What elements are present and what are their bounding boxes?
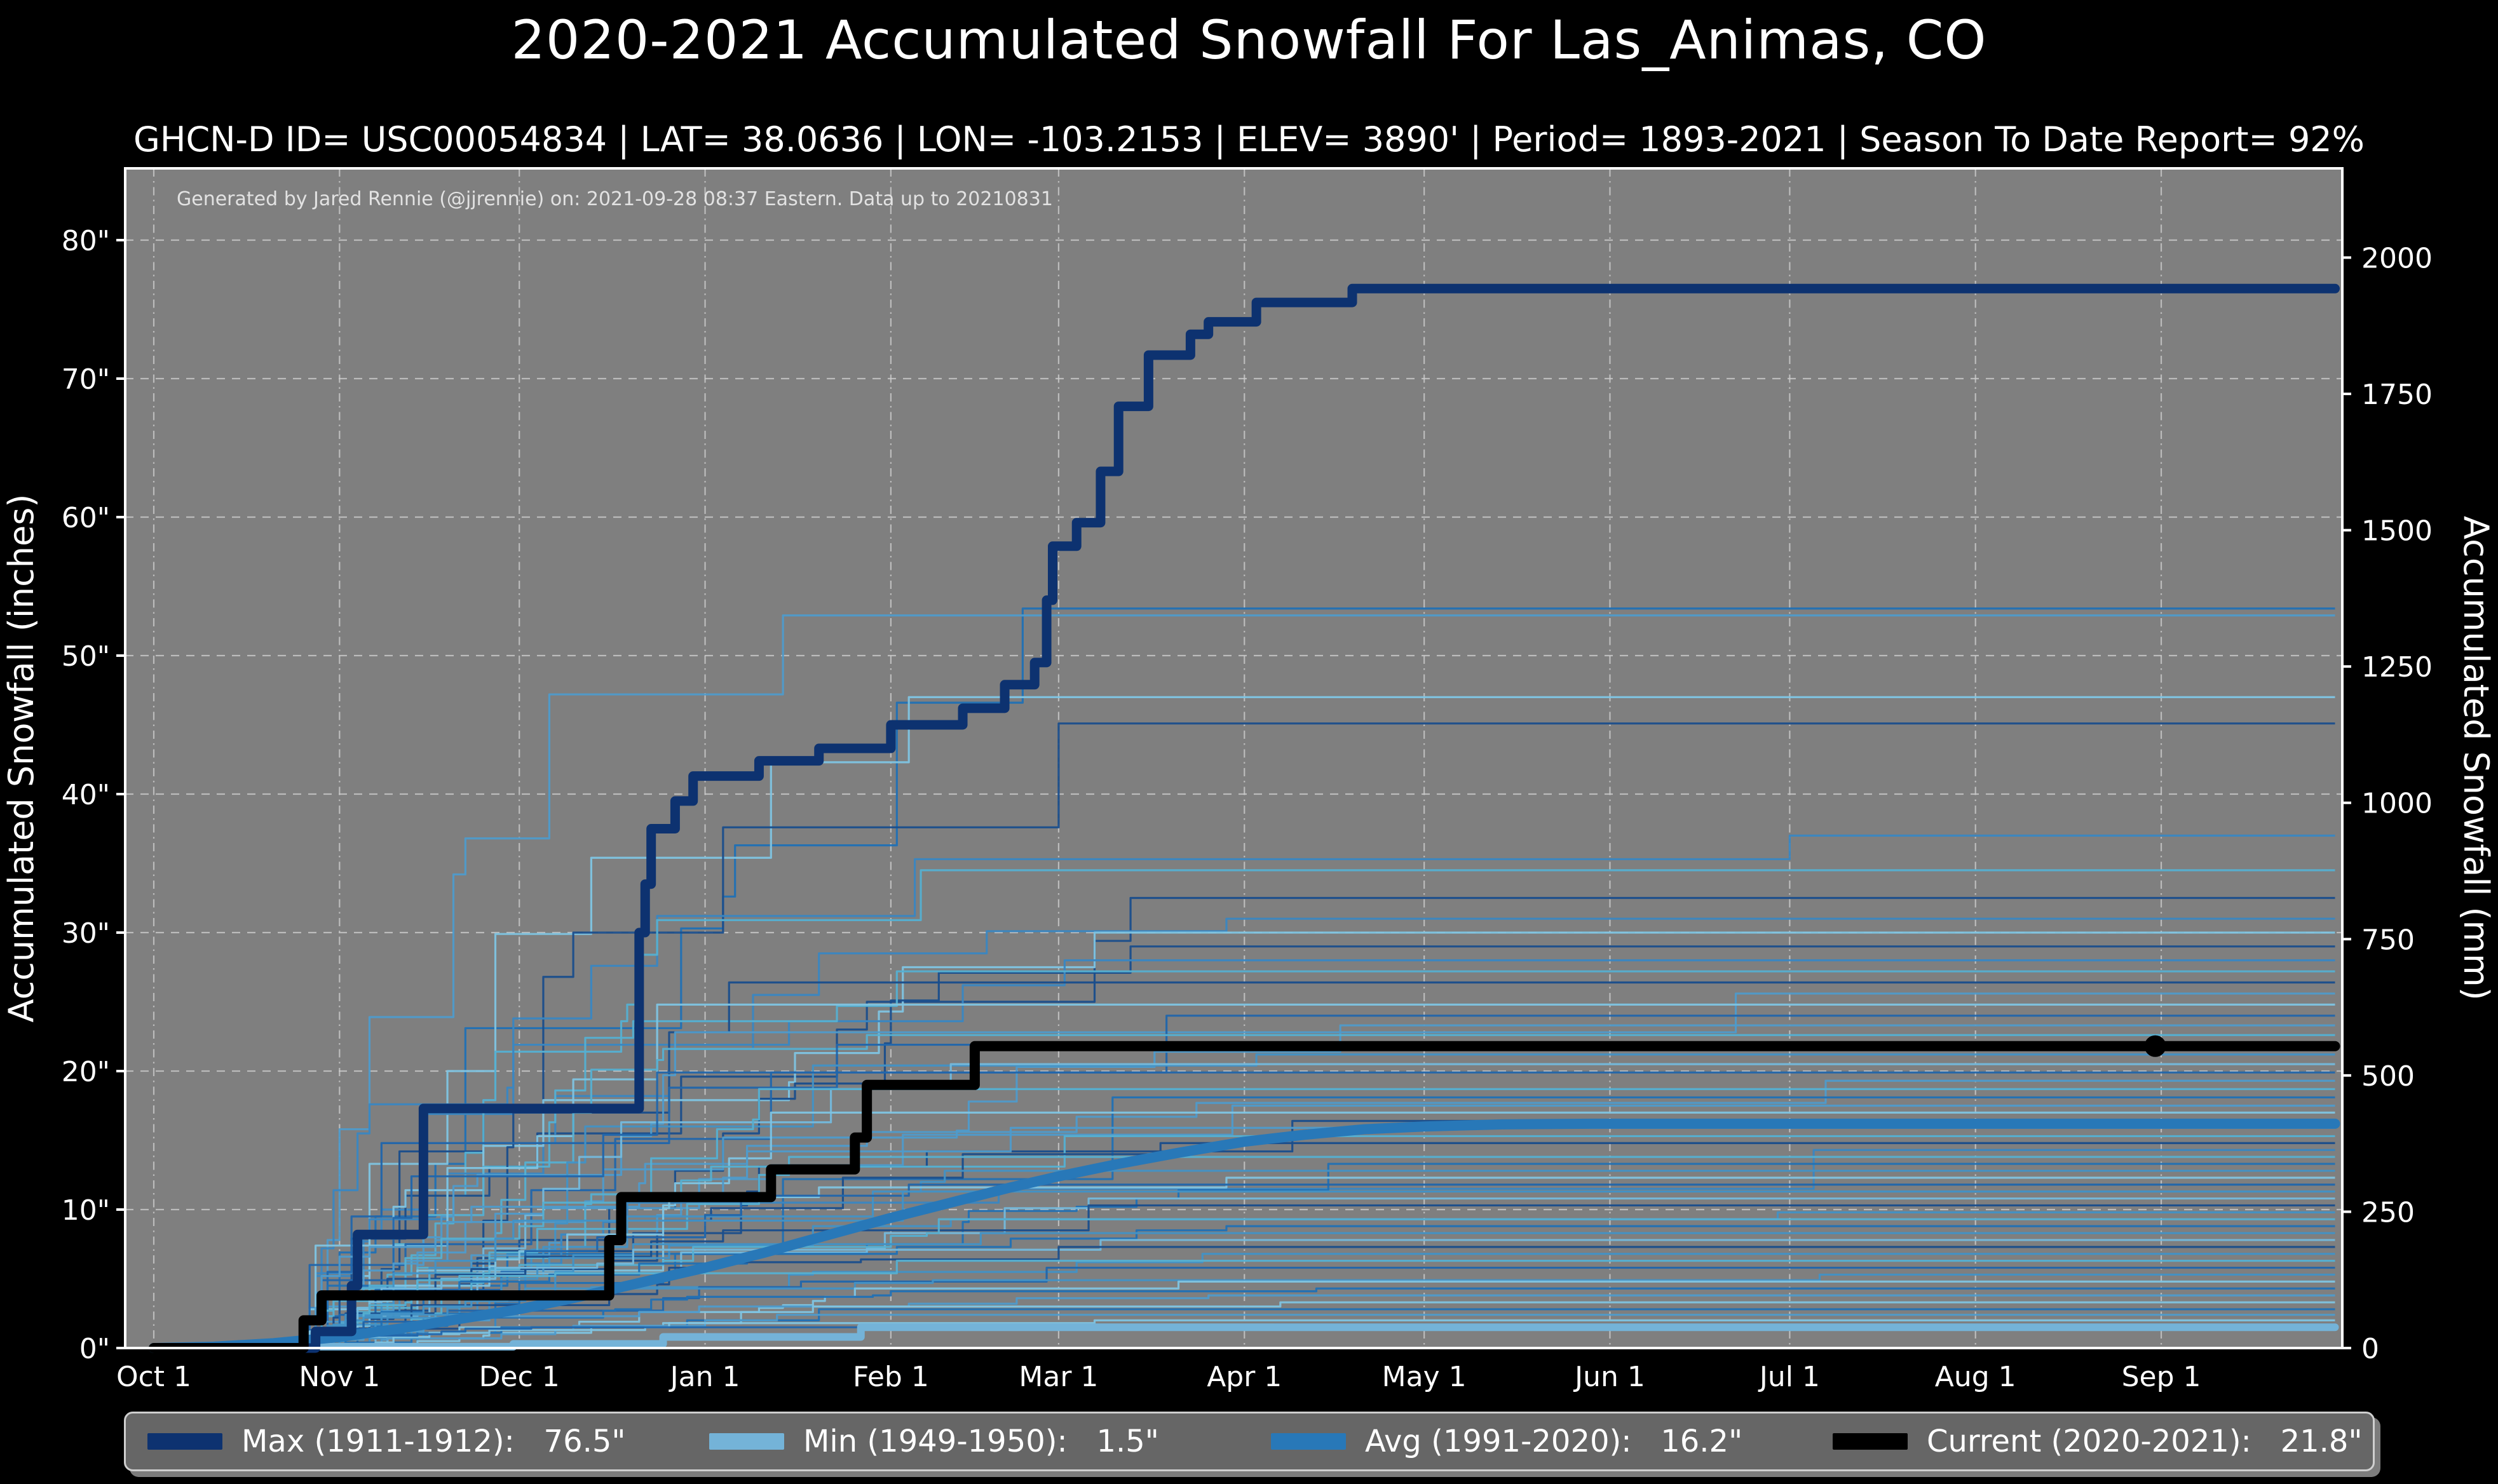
legend-label: Current (2020-2021): 21.8" [1927,1424,2363,1459]
legend-swatch [147,1433,222,1450]
axis-tick-label: 40" [62,779,110,811]
legend-item-3: Current (2020-2021): 21.8" [1811,1424,2373,1459]
axis-tick-label: May 1 [1382,1361,1467,1393]
axis-tick-label: Dec 1 [479,1361,560,1393]
historical-season-line [154,1204,2335,1349]
historical-season-line [154,607,2335,1349]
historical-season-line [154,1142,2335,1349]
historical-season-line [154,1177,2335,1349]
axis-tick-label: 1000 [2361,788,2433,820]
axis-tick-label: Mar 1 [1019,1361,1098,1393]
legend-swatch [709,1433,784,1450]
axis-tick-label: 20" [62,1056,110,1088]
axis-tick-label: Jun 1 [1573,1361,1645,1393]
y-axis-title-right: Accumulated Snowfall (mm) [2456,516,2496,1001]
legend-label: Max (1911-1912): 76.5" [241,1424,626,1459]
axis-tick-label: 0" [79,1333,110,1365]
axis-tick-label: Nov 1 [299,1361,380,1393]
axis-tick-label: 1250 [2361,651,2433,684]
axis-tick-label: 250 [2361,1196,2415,1229]
historical-lines [154,607,2335,1349]
legend-swatch [1271,1433,1346,1450]
axes-labels: 0" 10" 20" 30" 40" 50" 60" 70" 80" 0 250 500 750 1000… [1,225,2496,1393]
axis-tick-label: 50" [62,640,110,673]
axis-tick-label: Aug 1 [1935,1361,2016,1393]
axis-tick-label: Jan 1 [669,1361,740,1393]
legend-item-2: Avg (1991-2020): 16.2" [1249,1424,1811,1459]
series-current-line [149,1041,2340,1353]
legend-swatch [1833,1433,1908,1450]
axis-tick-label: Feb 1 [853,1361,929,1393]
axis-tick-label: 2000 [2361,242,2433,274]
axis-tick-label: 80" [62,225,110,257]
legend: Max (1911-1912): 76.5" Min (1949-1950): 1… [124,1412,2375,1471]
axis-tick-label: Jul 1 [1758,1361,1820,1393]
current-end-dot [2144,1035,2166,1057]
axis-tick-label: 0 [2361,1333,2379,1365]
legend-label: Avg (1991-2020): 16.2" [1365,1424,1743,1459]
axis-tick-label: Oct 1 [116,1361,191,1393]
axis-tick-label: Apr 1 [1207,1361,1282,1393]
generated-by-annotation: Generated by Jared Rennie (@jjrennie) on… [177,188,1053,210]
axis-tick-label: 750 [2361,924,2415,956]
legend-item-0: Max (1911-1912): 76.5" [126,1424,688,1459]
station-subtitle: GHCN-D ID= USC00054834 | LAT= 38.0636 | … [133,119,2365,159]
plot-border [124,167,2344,1349]
y-axis-title-left: Accumulated Snowfall (inches) [1,494,41,1023]
historical-season-line [154,1126,2335,1349]
axis-tick-label: 1500 [2361,515,2433,548]
series-max-line [149,283,2340,1353]
axis-tick-label: 60" [62,502,110,534]
axis-tick-label: 30" [62,917,110,950]
axis-tick-label: Sep 1 [2122,1361,2201,1393]
axis-tick-label: 1750 [2361,379,2433,411]
historical-season-line [154,1319,2335,1349]
legend-label: Min (1949-1950): 1.5" [803,1424,1159,1459]
axis-tick-label: 70" [62,363,110,396]
series-avg-line [149,1118,2340,1353]
axis-tick-label: 500 [2361,1060,2415,1093]
legend-item-1: Min (1949-1950): 1.5" [688,1424,1249,1459]
page-title: 2020-2021 Accumulated Snowfall For Las_A… [511,9,1987,71]
axis-tick-label: 10" [62,1194,110,1227]
